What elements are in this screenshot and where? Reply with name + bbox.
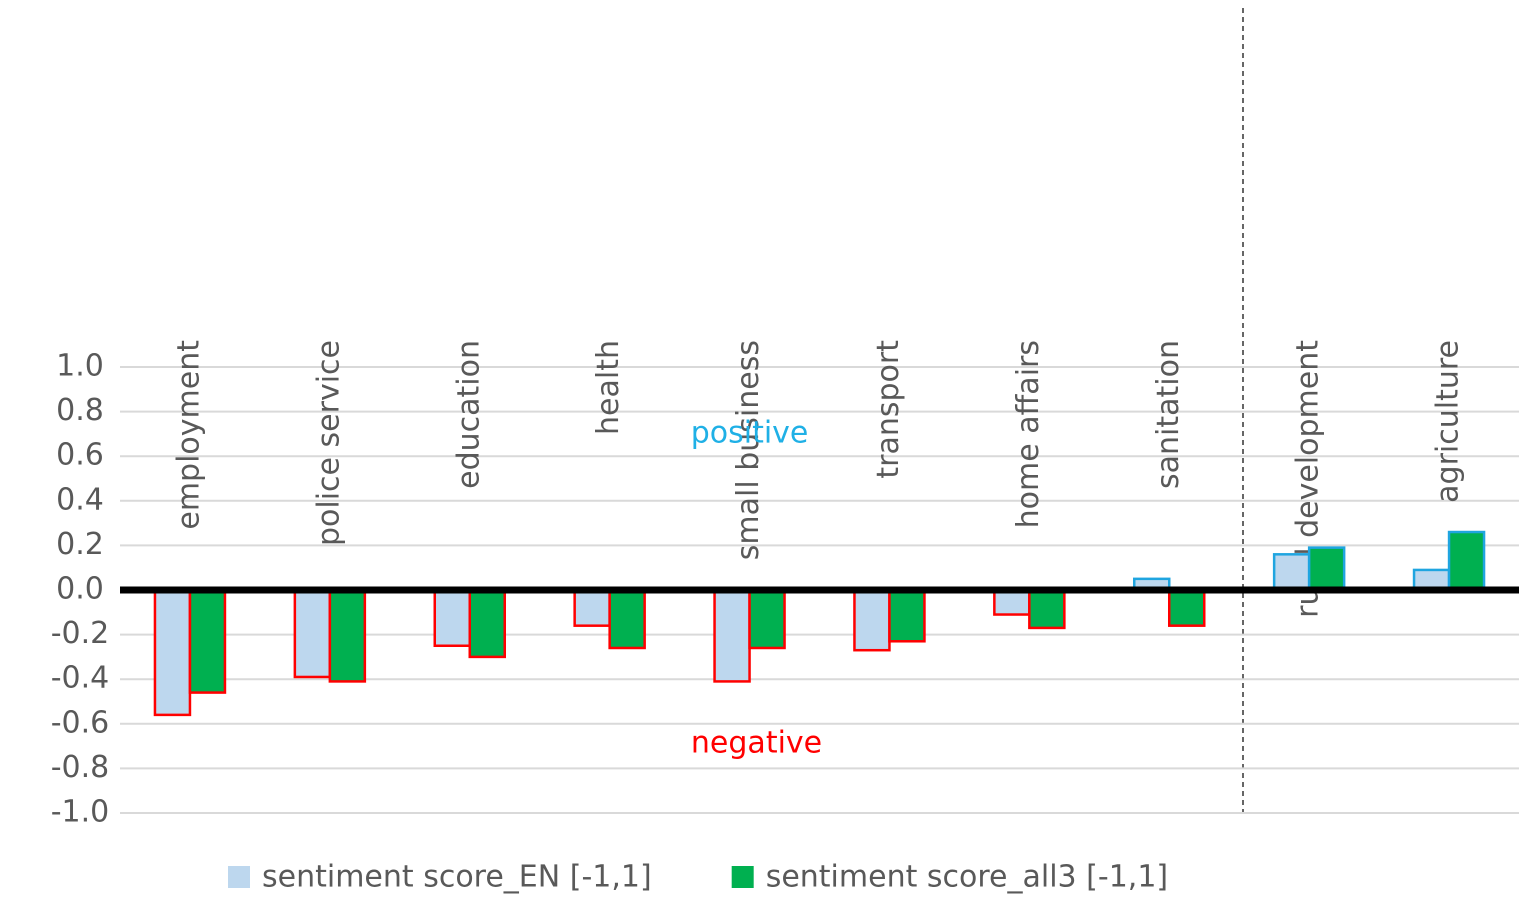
bar (328, 588, 367, 683)
y-tick-label: 0.6 (56, 438, 104, 473)
y-tick-label: 0.8 (56, 393, 104, 428)
y-tick-label: 1.0 (56, 349, 104, 384)
legend-label: sentiment score_EN [-1,1] (262, 860, 652, 895)
bar (748, 588, 786, 650)
y-tick-label: 0.2 (56, 527, 104, 562)
annotation: negative (691, 725, 822, 760)
x-tick-label: sanitation (1151, 340, 1186, 489)
bar (608, 588, 646, 650)
bar (993, 588, 1031, 616)
y-tick-label: -0.6 (51, 705, 110, 740)
bar (188, 588, 227, 694)
x-tick-label: education (451, 340, 486, 489)
legend-swatch (228, 866, 250, 888)
annotation: positive (691, 415, 809, 450)
bar (1447, 530, 1486, 592)
x-tick-label: small business (731, 340, 766, 560)
x-tick-label: home affairs (1011, 340, 1046, 528)
x-tick-label: health (591, 340, 626, 435)
x-tick-label: police service (311, 340, 346, 546)
bar (713, 588, 751, 683)
legend-swatch (731, 866, 754, 888)
y-tick-label: -0.8 (51, 750, 110, 785)
legend-label: sentiment score_all3 [-1,1] (766, 860, 1168, 895)
y-tick-label: -0.4 (51, 661, 110, 696)
y-tick-label: -0.2 (51, 616, 110, 651)
bar (573, 588, 611, 627)
y-tick-label: -1.0 (51, 795, 110, 830)
x-tick-label: transport (871, 340, 906, 479)
bar (853, 588, 891, 652)
y-tick-label: 0.4 (56, 482, 104, 517)
x-tick-label: agriculture (1431, 340, 1466, 503)
bar (1168, 588, 1206, 627)
bar (468, 588, 506, 659)
bar (1028, 588, 1066, 630)
bar (153, 588, 192, 717)
bar (293, 588, 332, 679)
bar (1307, 546, 1346, 592)
bar (888, 588, 926, 643)
y-tick-label: 0.0 (56, 572, 104, 607)
bar (433, 588, 471, 647)
x-tick-label: employment (171, 340, 206, 530)
bar (1272, 553, 1311, 592)
